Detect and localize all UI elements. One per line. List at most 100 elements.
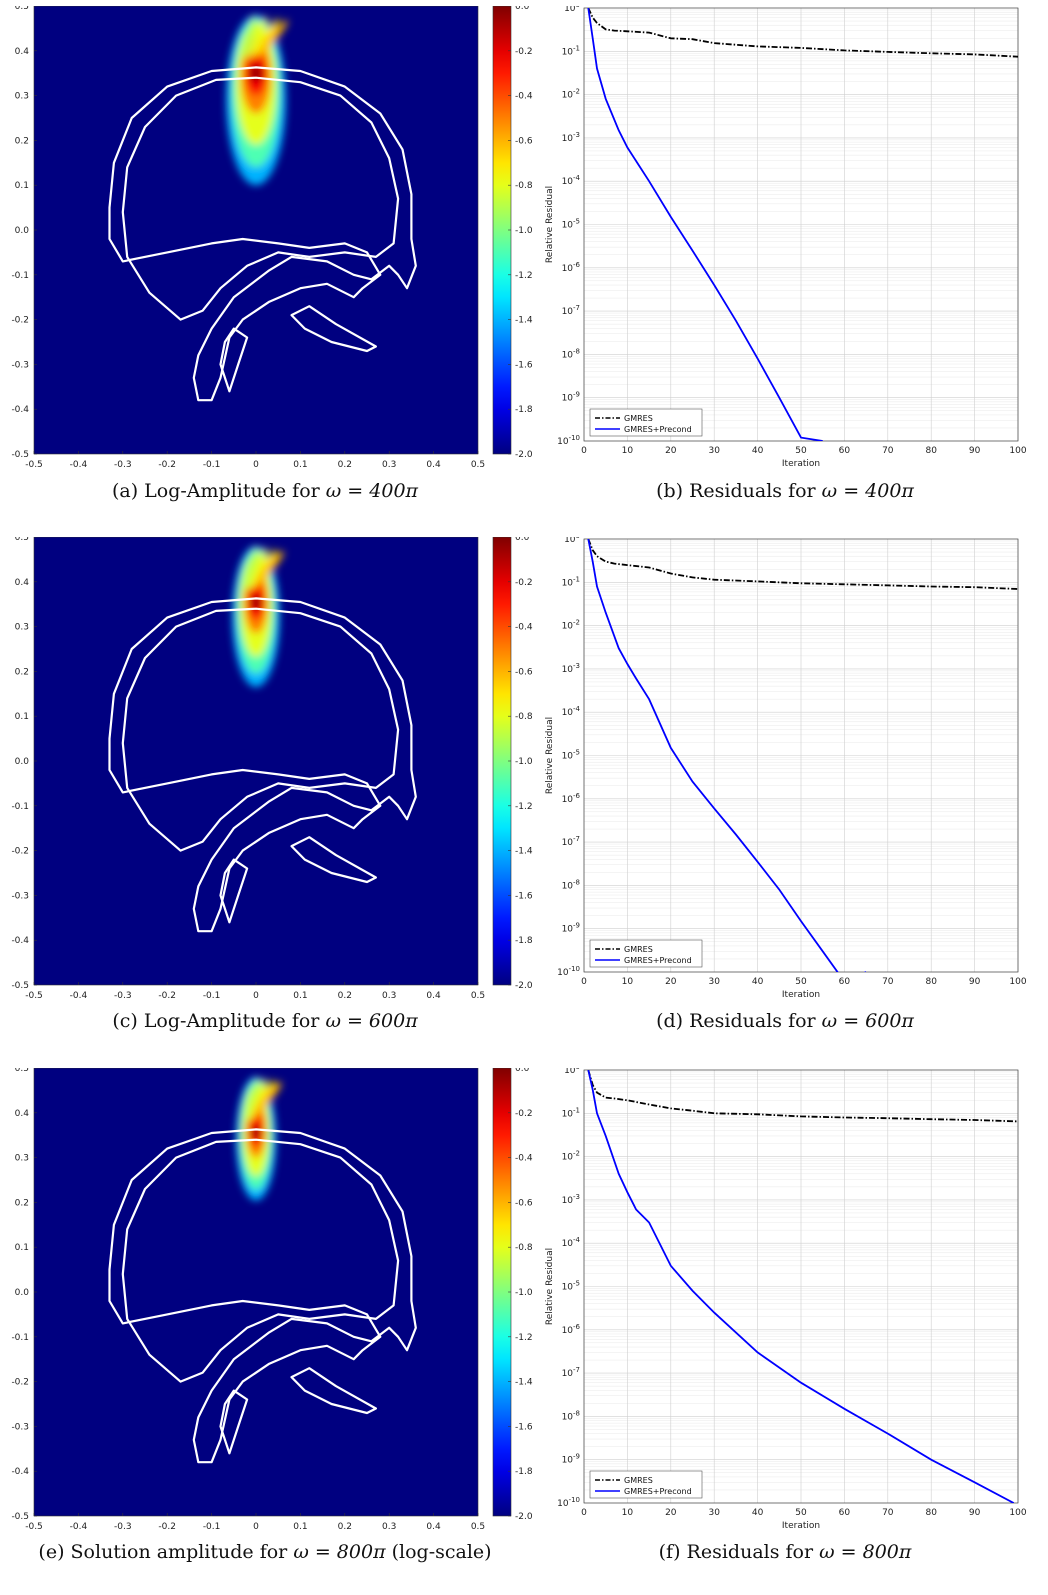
y-tick-label: 0.1: [15, 1243, 29, 1253]
x-tick-label: 0: [581, 446, 587, 456]
y-tick-label: 100: [564, 6, 580, 14]
series-line-gmres: [587, 1070, 1018, 1123]
colorbar-tick-label: -1.6: [515, 1422, 533, 1432]
y-tick-label: 10-3: [562, 131, 580, 144]
y-tick-label: -0.1: [11, 271, 29, 281]
x-tick-label: 0.1: [293, 460, 307, 470]
colorbar-tick-label: -0.4: [515, 623, 533, 633]
caption-text: (a) Log-Amplitude for: [111, 480, 326, 502]
y-tick-label: 10-1: [562, 575, 580, 588]
x-tick-label: 0: [253, 1522, 259, 1532]
residual-caption: (b) Residuals for ω = 400π: [656, 480, 914, 502]
beam-intensity: [232, 545, 285, 688]
y-tick-label: 0.4: [15, 47, 30, 57]
heatmap-caption: (e) Solution amplitude for ω = 800π (log…: [38, 1541, 491, 1563]
beam-ray: [242, 15, 257, 60]
x-tick-label: -0.5: [25, 991, 43, 1001]
caption-omega: ω = 600π: [325, 1010, 418, 1032]
x-tick-label: 0.3: [382, 1522, 396, 1532]
x-tick-label: -0.3: [114, 991, 132, 1001]
colorbar-tick-label: -0.8: [515, 181, 533, 191]
colorbar-tick-label: -0.8: [515, 712, 533, 722]
y-axis-label: Relative Residual: [545, 1248, 555, 1325]
y-tick-label: 10-5: [562, 749, 580, 762]
x-axis-label: Iteration: [782, 459, 820, 469]
caption-omega: ω = 400π: [821, 480, 914, 502]
y-tick-label: -0.1: [11, 802, 29, 812]
beam-ray: [255, 18, 280, 57]
series-line-gmres-precond: [587, 1070, 1015, 1503]
y-tick-label: 0.1: [15, 181, 29, 191]
y-tick-label: 0.4: [15, 1109, 30, 1119]
caption-text: (f) Residuals for: [658, 1541, 820, 1563]
x-tick-label: 0.4: [426, 1522, 441, 1532]
y-tick-label: 10-7: [562, 1366, 580, 1379]
x-tick-label: 0.2: [338, 991, 352, 1001]
colorbar-tick-label: -0.6: [515, 1198, 533, 1208]
x-tick-label: 50: [795, 977, 807, 987]
contour-path: [290, 1367, 377, 1415]
y-tick-label: 10-10: [557, 965, 580, 978]
x-tick-label: 100: [1009, 1508, 1026, 1518]
x-tick-label: 80: [925, 446, 937, 456]
colorbar-tick-label: -1.4: [515, 1378, 533, 1388]
colorbar-tick-label: -1.0: [515, 226, 533, 236]
colorbar-tick-label: -1.6: [515, 360, 533, 370]
y-tick-label: 10-8: [562, 878, 580, 891]
x-tick-label: -0.4: [70, 460, 88, 470]
x-tick-label: 30: [708, 977, 720, 987]
x-tick-label: 100: [1009, 446, 1026, 456]
legend-entry: GMRES: [624, 1476, 653, 1485]
y-tick-label: -0.1: [11, 1333, 29, 1343]
x-tick-label: -0.1: [203, 991, 221, 1001]
series-line-gmres-precond: [587, 539, 867, 972]
y-tick-label: 0.2: [15, 667, 29, 677]
colorbar-tick-label: -0.6: [515, 667, 533, 677]
x-tick-label: -0.1: [203, 460, 221, 470]
heatmap-caption: (a) Log-Amplitude for ω = 400π: [112, 480, 418, 502]
y-tick-label: 0.4: [15, 578, 30, 588]
grid: [583, 1069, 1019, 1504]
x-tick-label: 0.5: [471, 1522, 485, 1532]
x-tick-label: 10: [622, 1508, 634, 1518]
x-tick-label: 0.4: [426, 460, 441, 470]
y-tick-label: 0.3: [15, 623, 29, 633]
y-tick-label: 0.2: [15, 136, 29, 146]
contour-path: [219, 1389, 249, 1455]
y-tick-label: -0.5: [11, 1512, 29, 1522]
y-tick-label: 0.5: [15, 1068, 29, 1074]
x-tick-label: 0.5: [471, 460, 485, 470]
plot-frame: [583, 7, 1019, 442]
residual-chart: 0 10 20 30 40 50 60 70 80 90 100 100 10-1 10-2 10-3 10-…: [545, 537, 1027, 1000]
x-tick-label: -0.5: [25, 1522, 43, 1532]
colorbar-tick-label: -0.6: [515, 136, 533, 146]
beam-intensity: [236, 1076, 282, 1201]
x-tick-label: -0.5: [25, 460, 43, 470]
x-axis-label: Iteration: [782, 990, 820, 1000]
caption-text: (c) Log-Amplitude for: [112, 1010, 326, 1032]
y-tick-label: 0.0: [15, 1288, 30, 1298]
series-line-gmres: [587, 539, 1018, 590]
colorbar-tick-label: -2.0: [515, 450, 533, 460]
y-tick-label: 0.3: [15, 1154, 29, 1164]
y-tick-label: 10-6: [562, 261, 581, 274]
grid: [583, 538, 1019, 973]
contour-path: [219, 327, 249, 393]
caption-omega: ω = 800π: [819, 1541, 912, 1563]
x-tick-label: 50: [795, 446, 807, 456]
x-tick-label: 0: [253, 991, 259, 1001]
y-tick-label: -0.4: [11, 405, 29, 415]
colorbar-tick-label: -0.8: [515, 1243, 533, 1253]
heatmap-panel: -0.5 -0.4 -0.3 -0.2 -0.1 0 0.1 0.2 0.3 0.4 0.5 0.5 0…: [11, 1068, 533, 1532]
x-tick-label: 30: [708, 1508, 720, 1518]
skull-contour: [108, 1128, 417, 1464]
x-tick-label: 10: [622, 977, 634, 987]
plot-frame: [583, 538, 1019, 973]
y-tick-label: 100: [564, 537, 580, 545]
colorbar-tick-label: -1.8: [515, 936, 533, 946]
x-tick-label: 0: [581, 977, 587, 987]
y-tick-label: -0.2: [11, 847, 29, 857]
y-axis-label: Relative Residual: [545, 717, 555, 794]
contour-path: [121, 1138, 400, 1383]
y-tick-label: 10-7: [562, 304, 580, 317]
